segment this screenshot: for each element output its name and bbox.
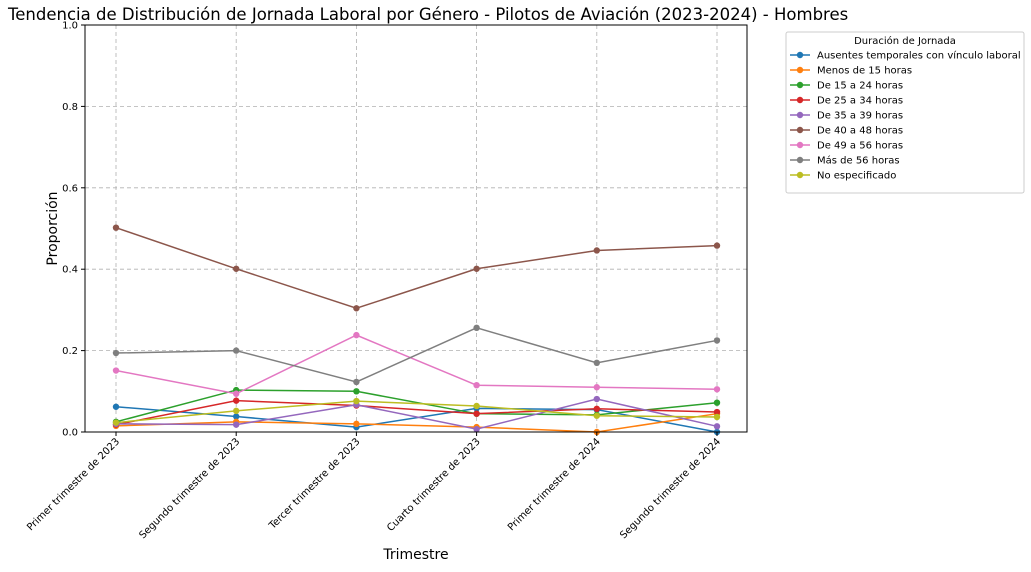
legend-swatch-marker xyxy=(796,66,804,74)
legend-box xyxy=(785,31,1025,194)
series xyxy=(112,331,721,397)
data-point xyxy=(112,367,120,374)
legend-label: De 49 a 56 horas xyxy=(817,141,903,152)
data-point xyxy=(593,359,600,367)
series xyxy=(112,403,721,436)
data-point xyxy=(713,423,721,430)
legend-swatch-marker xyxy=(796,111,804,119)
data-point xyxy=(473,410,480,417)
axes: 0.0 0.2 0.4 0.6 0.8 1.0 Primer trimestre de 20… xyxy=(25,21,723,542)
y-tick-label: 0.6 xyxy=(62,183,78,194)
series-line xyxy=(115,226,718,310)
x-tick-label: Tercer trimestre de 2023 xyxy=(267,436,363,532)
legend-swatch-marker xyxy=(796,156,804,164)
plot-frame xyxy=(84,24,748,433)
legend-label: No especificado xyxy=(817,171,896,182)
data-point xyxy=(473,324,480,332)
data-point xyxy=(353,305,360,312)
legend-swatch-marker xyxy=(796,96,804,104)
series-line xyxy=(115,327,718,383)
data-point xyxy=(473,402,480,410)
y-tick-label: 0.8 xyxy=(62,102,78,113)
series xyxy=(112,397,721,426)
data-point xyxy=(233,347,240,354)
gridlines xyxy=(85,24,747,433)
data-point xyxy=(233,265,240,272)
x-tick-label: Cuarto trimestre de 2023 xyxy=(385,436,483,534)
y-tick-label: 0.0 xyxy=(62,428,78,439)
data-point xyxy=(353,388,360,395)
y-tick-label: 1.0 xyxy=(62,21,78,32)
x-axis-label: Trimestre xyxy=(382,547,448,563)
legend-swatch-marker xyxy=(796,141,804,149)
y-tick-label: 0.2 xyxy=(62,346,78,357)
data-point xyxy=(593,247,600,254)
series xyxy=(112,224,721,312)
series-line xyxy=(115,400,718,424)
data-point xyxy=(713,399,721,406)
legend-label: Más de 56 horas xyxy=(817,155,900,167)
series-group xyxy=(112,224,721,436)
data-point xyxy=(233,421,240,428)
series-line xyxy=(115,389,718,423)
data-point xyxy=(473,381,480,389)
data-point xyxy=(353,331,360,339)
data-point xyxy=(233,390,240,397)
data-point xyxy=(713,413,721,421)
data-point xyxy=(353,378,360,386)
legend: Duración de Jornada Ausentes temporales … xyxy=(785,31,1025,194)
legend-label: Menos de 15 horas xyxy=(817,66,912,77)
series-line xyxy=(115,412,718,433)
x-tick-label: Segundo trimestre de 2023 xyxy=(137,436,242,541)
legend-swatch-marker xyxy=(796,126,804,134)
data-point xyxy=(713,242,721,249)
data-point xyxy=(353,397,360,405)
data-point xyxy=(112,349,120,357)
data-point xyxy=(233,397,240,404)
y-tick-label: 0.4 xyxy=(62,265,78,276)
legend-label: De 15 a 24 horas xyxy=(817,81,903,92)
data-point xyxy=(593,395,600,403)
legend-label: De 25 a 34 horas xyxy=(817,96,903,107)
data-point xyxy=(233,407,240,415)
y-axis-label: Proporción xyxy=(45,191,61,265)
legend-label: Ausentes temporales con vínculo laboral xyxy=(817,50,1021,62)
data-point xyxy=(593,384,600,391)
legend-label: De 40 a 48 horas xyxy=(817,126,903,137)
data-point xyxy=(713,337,721,344)
data-point xyxy=(353,420,360,428)
legend-swatch-marker xyxy=(796,81,804,89)
series-line xyxy=(115,406,718,433)
series-line xyxy=(115,398,718,430)
legend-swatch-marker xyxy=(796,51,804,59)
data-point xyxy=(233,413,240,420)
x-tick-label: Segundo trimestre de 2024 xyxy=(618,436,723,541)
series-line xyxy=(115,399,718,426)
data-point xyxy=(713,408,721,416)
legend-swatch-marker xyxy=(796,171,804,179)
series-line xyxy=(115,334,718,395)
x-tick-label: Primer trimestre de 2023 xyxy=(25,436,122,533)
data-point xyxy=(112,403,120,410)
data-point xyxy=(593,405,600,413)
legend-label: De 35 a 39 horas xyxy=(817,111,903,122)
data-point xyxy=(112,419,120,426)
data-point xyxy=(713,386,721,393)
data-point xyxy=(473,425,480,433)
chart-title: Tendencia de Distribución de Jornada Lab… xyxy=(7,5,848,24)
legend-title: Duración de Jornada xyxy=(854,35,956,47)
data-point xyxy=(593,412,600,419)
x-tick-label: Primer trimestre de 2024 xyxy=(506,436,603,533)
data-point xyxy=(112,224,120,231)
data-point xyxy=(473,265,480,272)
series xyxy=(112,324,721,386)
